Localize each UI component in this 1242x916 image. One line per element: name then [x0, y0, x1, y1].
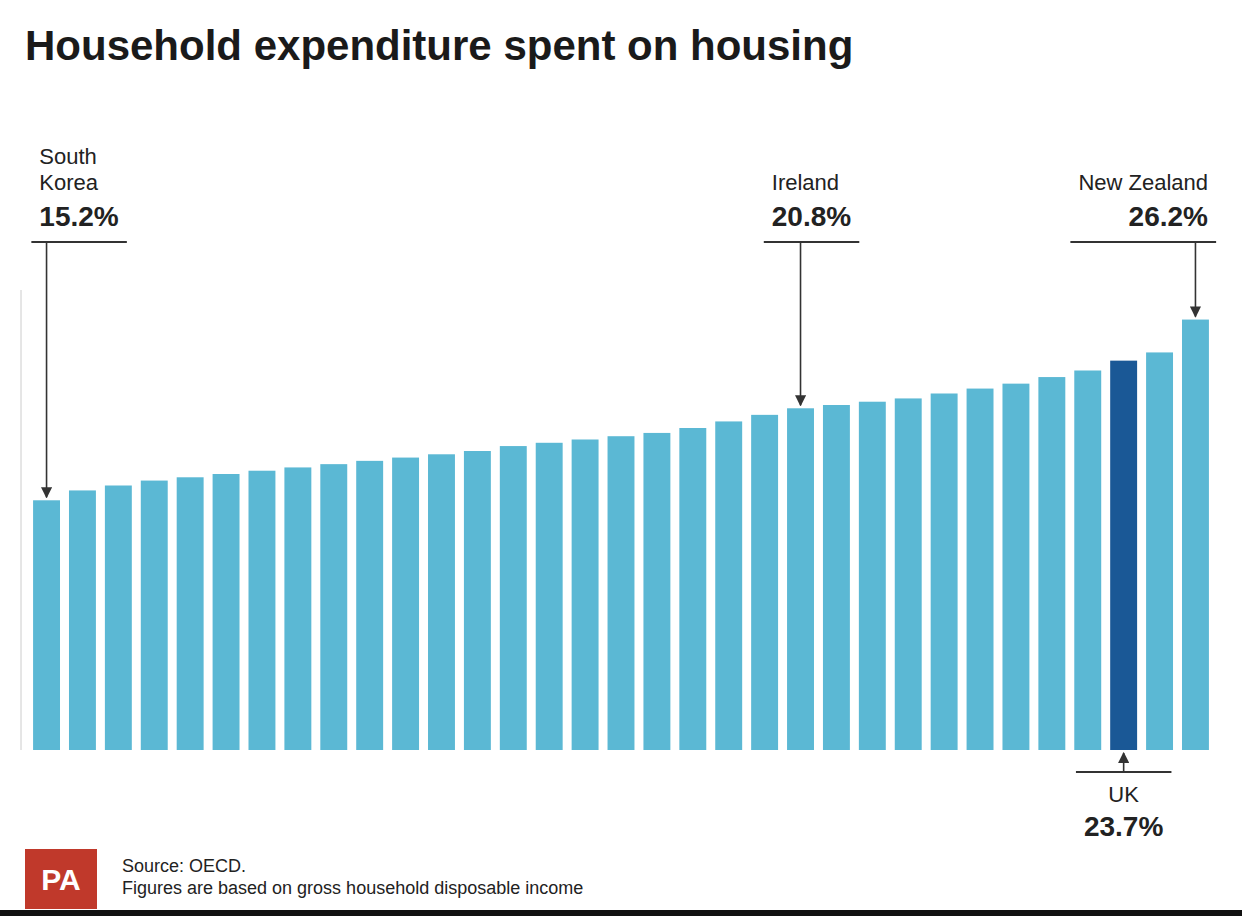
logo-text: PA	[41, 863, 80, 896]
bar	[1038, 377, 1065, 750]
bar	[249, 471, 276, 750]
bar	[895, 398, 922, 750]
annotations: SouthKorea 15.2% Ireland 20.8% UK 23.7% New Ze…	[31, 144, 1216, 842]
category-label: UK	[1108, 782, 1139, 807]
bar	[213, 474, 240, 750]
annotation-arrow	[46, 242, 48, 497]
bar	[643, 433, 670, 750]
bar	[105, 486, 132, 751]
category-label-line: New Zealand	[1078, 170, 1208, 195]
bar	[1074, 371, 1101, 751]
bar	[931, 394, 958, 751]
bar-annotation: SouthKorea 15.2%	[31, 144, 126, 497]
bar	[967, 389, 994, 750]
bar	[356, 461, 383, 750]
bars	[33, 320, 1209, 750]
bar	[320, 464, 347, 750]
bar	[392, 458, 419, 750]
category-label-line: Ireland	[772, 170, 839, 195]
bar	[572, 440, 599, 751]
bar	[141, 481, 168, 750]
source-note: Figures are based on gross household dis…	[122, 878, 583, 898]
bar-annotation: New Zealand 26.2%	[1070, 170, 1216, 317]
value-label: 20.8%	[772, 201, 851, 232]
title: Household expenditure spent on housing	[25, 22, 853, 69]
bar	[464, 451, 491, 750]
bar-annotation: UK 23.7%	[1076, 753, 1171, 842]
annotation-rule	[764, 241, 859, 243]
bar-annotation: Ireland 20.8%	[764, 170, 859, 405]
bar	[859, 402, 886, 750]
bar	[33, 500, 60, 750]
bar	[428, 454, 455, 750]
footer: PA Source: OECD.Figures are based on gros…	[25, 849, 583, 909]
source-note: Source: OECD.	[122, 856, 246, 876]
bar	[1182, 320, 1209, 750]
category-label: New Zealand	[1078, 170, 1208, 195]
bar	[1146, 352, 1173, 750]
bar	[1002, 384, 1029, 750]
category-label-line: UK	[1108, 782, 1139, 807]
annotation-arrow	[1195, 242, 1197, 317]
bar	[608, 436, 635, 750]
bar	[177, 477, 204, 750]
annotation-rule	[1070, 241, 1216, 243]
chart: Household expenditure spent on housing So…	[0, 0, 1242, 916]
bottom-band	[0, 910, 1242, 916]
bar	[69, 490, 96, 750]
value-label: 26.2%	[1129, 201, 1208, 232]
annotation-arrow	[1123, 753, 1125, 772]
category-label-line: Korea	[39, 170, 98, 195]
annotation-rule	[31, 241, 126, 243]
background	[0, 0, 1242, 916]
category-label-line: South	[39, 144, 97, 169]
bar	[679, 428, 706, 750]
bar	[536, 443, 563, 750]
annotation-arrow	[800, 242, 802, 405]
bar	[751, 415, 778, 750]
value-label: 23.7%	[1084, 811, 1163, 842]
y-axis-line	[21, 290, 22, 750]
category-label: Ireland	[772, 170, 839, 195]
bar	[500, 446, 527, 750]
logo-box	[25, 849, 97, 909]
bar	[823, 405, 850, 750]
value-label: 15.2%	[39, 201, 118, 232]
bar	[284, 467, 311, 750]
bar	[715, 421, 742, 750]
category-label: SouthKorea	[39, 144, 98, 195]
bar	[787, 408, 814, 750]
bar	[1110, 361, 1137, 750]
